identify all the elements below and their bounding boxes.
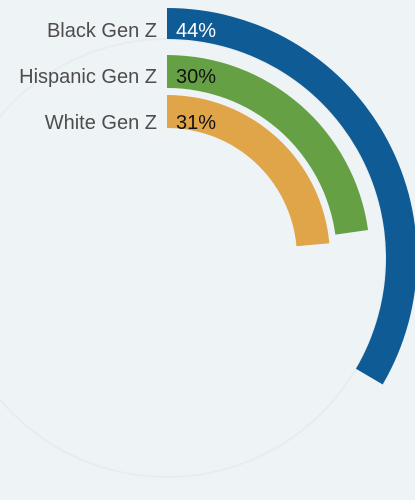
bar-hispanic-gen-z [167, 55, 369, 235]
value-label-hispanic-gen-z: 30% [176, 66, 216, 88]
bar-black-gen-z [167, 8, 415, 385]
category-label-black-gen-z: Black Gen Z [47, 20, 157, 42]
bar-white-gen-z [167, 95, 330, 247]
value-label-white-gen-z: 31% [176, 112, 216, 134]
value-label-black-gen-z: 44% [176, 20, 216, 42]
category-label-hispanic-gen-z: Hispanic Gen Z [19, 66, 157, 88]
category-label-white-gen-z: White Gen Z [45, 112, 157, 134]
